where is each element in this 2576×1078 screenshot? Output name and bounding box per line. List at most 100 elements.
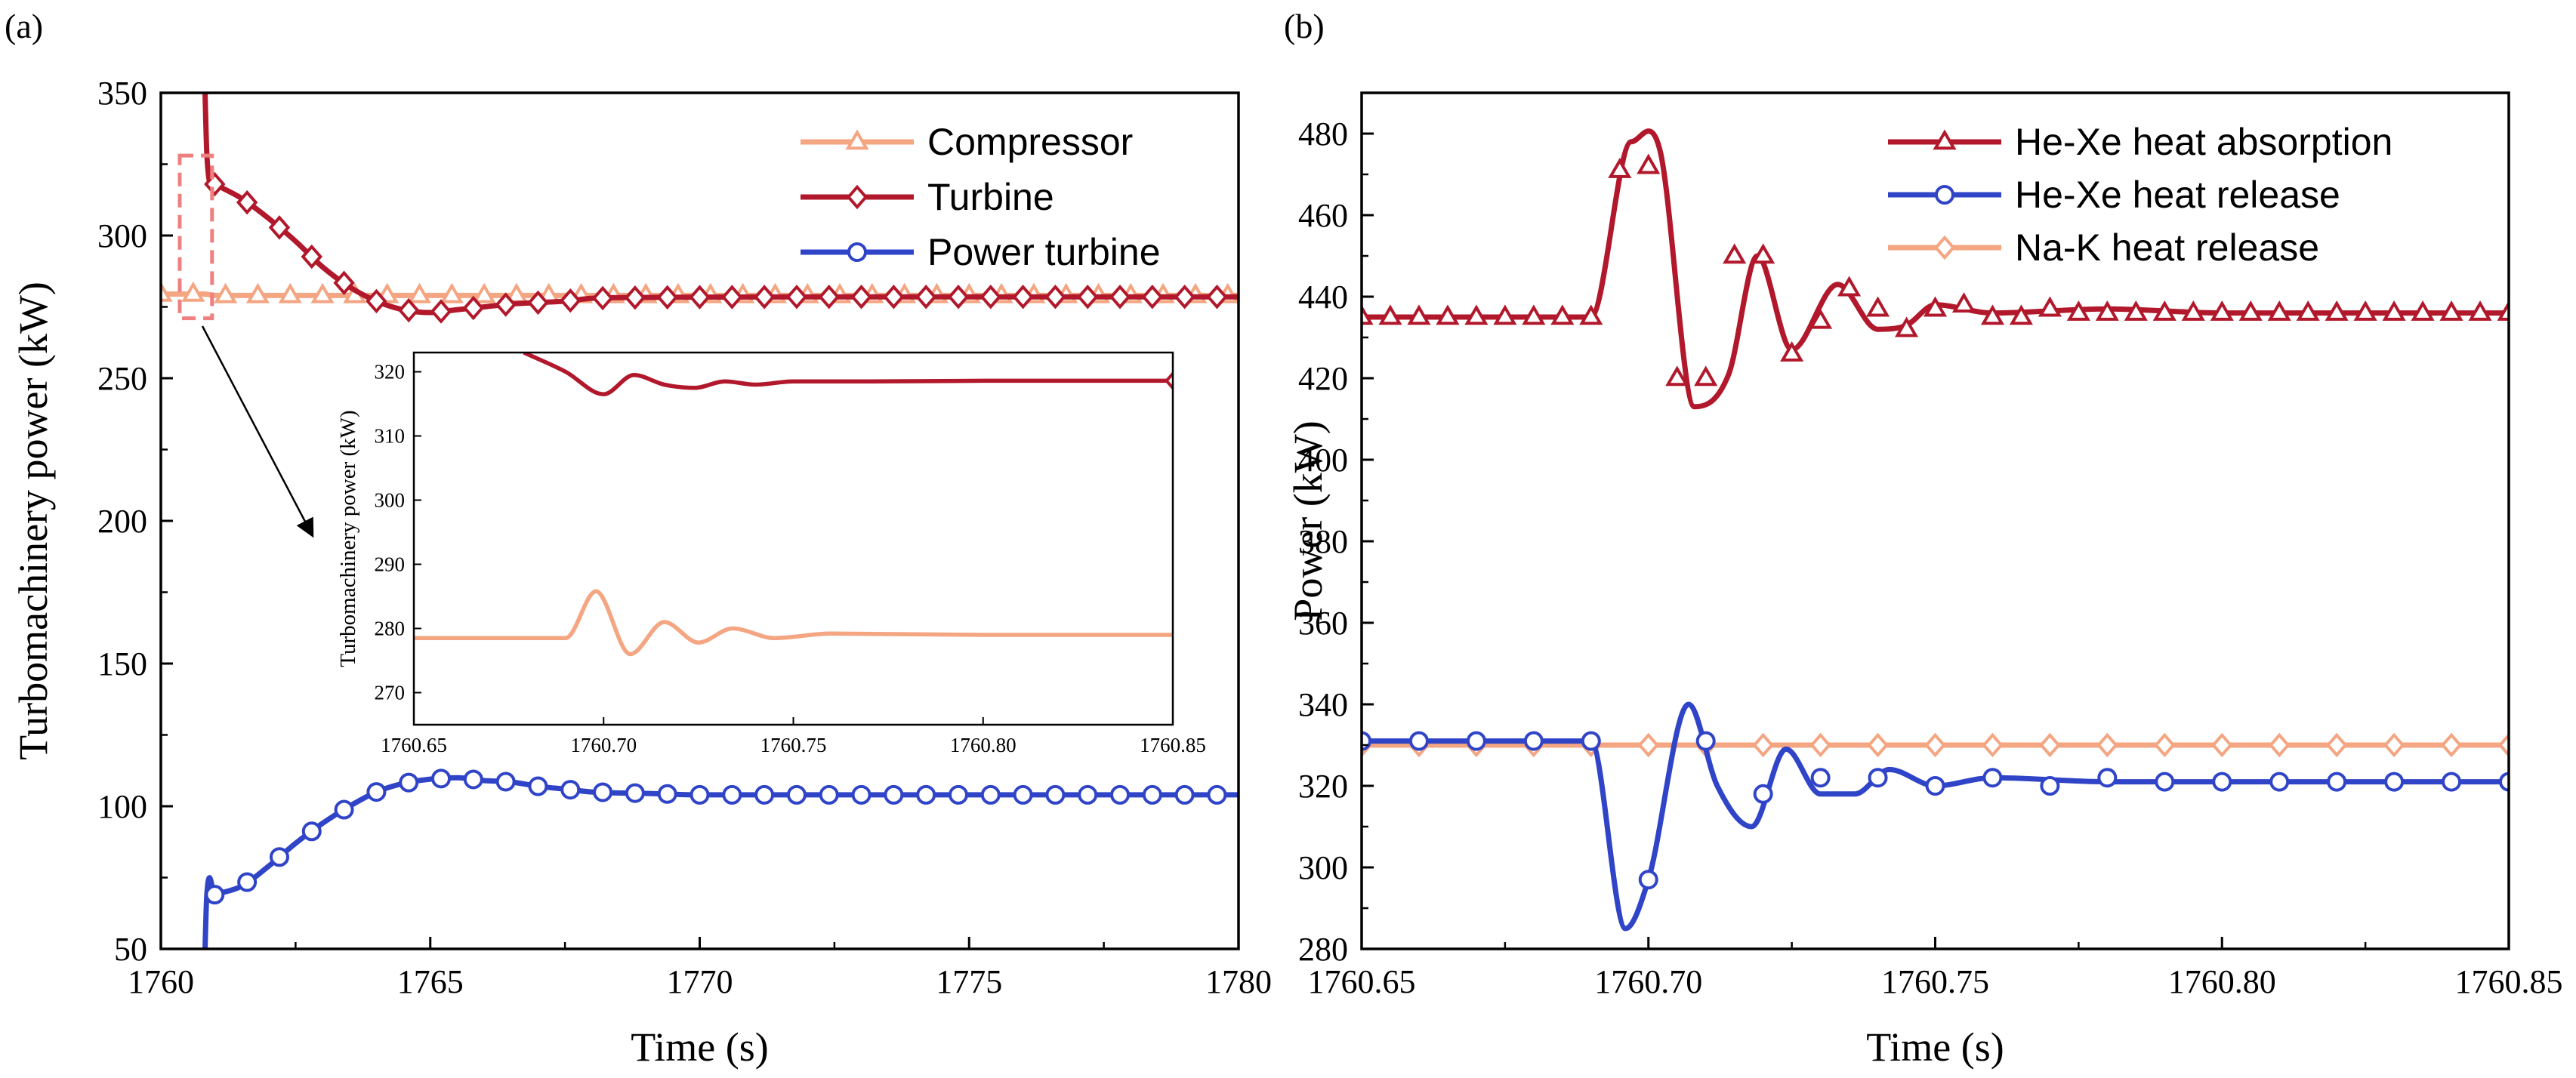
data-point — [2353, 300, 2377, 321]
data-point — [850, 285, 872, 310]
data-point — [1923, 296, 1948, 317]
legend-marker — [1933, 129, 1957, 150]
data-point — [278, 282, 302, 303]
data-point — [980, 784, 1001, 805]
data-point — [1466, 731, 1486, 751]
data-point — [1141, 285, 1164, 310]
panel-a-legend: Compressor Turbine Power turbine — [801, 121, 1161, 273]
y-tick-label: 150 — [97, 645, 147, 682]
data-point — [689, 285, 711, 310]
zoom-arrow — [201, 325, 314, 538]
panel-b-xlabel: Time (s) — [1866, 1024, 2004, 1070]
data-point — [2095, 300, 2119, 321]
data-point — [1924, 732, 1946, 758]
y-tick-label: 250 — [97, 360, 147, 397]
inset-ylabel: Turbomachinery power (kW) — [336, 410, 360, 667]
data-point — [657, 784, 677, 804]
y-tick-label: 480 — [1298, 116, 1348, 152]
y-tick-label: 100 — [97, 788, 147, 825]
data-point — [495, 292, 517, 317]
data-point — [301, 821, 322, 842]
panel-a-label: (a) — [5, 7, 43, 45]
data-point — [1142, 784, 1162, 805]
data-point — [333, 270, 355, 295]
data-point — [2039, 732, 2061, 758]
x-tick-label: 1760.75 — [1881, 963, 1989, 1000]
data-point — [1493, 304, 1517, 325]
data-point — [1378, 304, 1402, 325]
data-point — [463, 769, 483, 790]
data-point — [1078, 784, 1098, 805]
data-point — [1810, 768, 1831, 788]
data-point — [1894, 316, 1919, 337]
panel-a-series-turbine — [202, 93, 1239, 324]
data-point — [1780, 340, 1804, 362]
panel-b-legend: He-Xe heat absorption He-Xe heat release N… — [1888, 121, 2392, 269]
inset-x-tick-label: 1760.75 — [760, 734, 827, 756]
data-point — [237, 872, 258, 892]
data-point — [1522, 304, 1546, 325]
data-point — [1362, 304, 1374, 325]
data-point — [2269, 772, 2290, 792]
data-point — [2096, 732, 2118, 758]
data-point — [2411, 300, 2435, 321]
inset-y-tick-label: 300 — [375, 489, 406, 512]
data-point — [1012, 285, 1034, 310]
inset-y-tick-label: 320 — [375, 361, 406, 383]
data-point — [1408, 731, 1429, 751]
data-point — [398, 297, 420, 323]
data-point — [785, 285, 808, 310]
x-tick-label: 1760.65 — [1308, 963, 1416, 1000]
x-tick-label: 1765 — [397, 963, 464, 1000]
data-point — [2155, 772, 2175, 792]
inset-x-tick-label: 1760.85 — [1140, 734, 1206, 756]
panel-a-xlabel: Time (s) — [631, 1024, 769, 1070]
data-point — [560, 780, 581, 800]
data-point — [722, 784, 742, 805]
data-point — [2384, 772, 2405, 792]
data-point — [656, 285, 678, 310]
series-line — [1362, 128, 2509, 410]
data-point — [1174, 784, 1195, 805]
data-point — [593, 782, 613, 802]
data-point — [1752, 732, 1774, 758]
data-point — [2066, 300, 2090, 321]
data-point — [181, 281, 205, 302]
y-tick-label: 400 — [1298, 442, 1348, 479]
data-point — [2212, 772, 2232, 792]
data-point — [2211, 732, 2233, 758]
data-point — [2154, 732, 2176, 758]
y-tick-label: 200 — [97, 503, 147, 540]
data-point — [431, 768, 452, 789]
y-tick-label: 320 — [1298, 768, 1348, 805]
data-point — [979, 285, 1001, 310]
data-point — [1809, 732, 1831, 758]
x-tick-label: 1760.70 — [1594, 963, 1702, 1000]
y-tick-label: 300 — [97, 217, 147, 254]
data-point — [268, 215, 291, 240]
data-point — [2499, 772, 2509, 792]
data-point — [2440, 732, 2463, 758]
series-line — [202, 775, 1239, 949]
inset-data-point — [1164, 371, 1173, 391]
data-point — [1637, 153, 1661, 174]
y-tick-label: 380 — [1298, 523, 1348, 560]
y-tick-label: 340 — [1298, 686, 1348, 723]
data-point — [1109, 285, 1131, 310]
data-point — [851, 784, 872, 805]
y-tick-label: 350 — [97, 75, 147, 112]
data-point — [1951, 292, 1976, 313]
data-point — [786, 784, 807, 805]
data-point — [1980, 304, 2005, 325]
data-point — [721, 285, 743, 310]
data-point — [1694, 365, 1718, 387]
legend-marker — [1935, 185, 1954, 205]
inset-x-tick-label: 1760.80 — [950, 734, 1017, 756]
panel-a: (a) 1760 1765 1770 1775 1780 50 100 150 200 250 300… — [5, 7, 1272, 1070]
data-point — [1523, 731, 1544, 751]
data-point — [591, 285, 614, 311]
zoom-box — [177, 153, 214, 321]
data-point — [2439, 300, 2463, 321]
data-point — [301, 244, 322, 270]
y-tick-label: 50 — [114, 931, 147, 968]
